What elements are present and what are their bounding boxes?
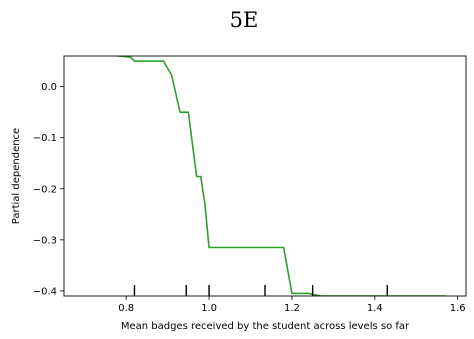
chart-title: 5E — [230, 8, 259, 32]
y-tick-label-3: −0.3 — [33, 235, 57, 246]
x-tick-label-2: 1.2 — [284, 303, 300, 314]
x-tick-label-0: 0.8 — [118, 303, 134, 314]
series-line-0 — [110, 56, 446, 296]
y-tick-label-4: −0.4 — [33, 286, 57, 297]
plot-frame — [63, 55, 467, 297]
x-tick-label-1: 1.0 — [201, 303, 217, 314]
x-tick-label-3: 1.4 — [367, 303, 383, 314]
y-tick-label-0: 0.0 — [41, 82, 57, 93]
y-axis-label: Partial dependence — [11, 128, 22, 224]
x-axis-label: Mean badges received by the student acro… — [121, 321, 410, 332]
y-tick-label-1: −0.1 — [33, 133, 57, 144]
x-tick-label-4: 1.6 — [450, 303, 466, 314]
plot-area: 0.8 1.0 1.2 1.4 1.6 0.0 −0.1 −0.2 −0.3 −0.4 — [33, 55, 467, 314]
y-tick-label-2: −0.2 — [33, 184, 57, 195]
